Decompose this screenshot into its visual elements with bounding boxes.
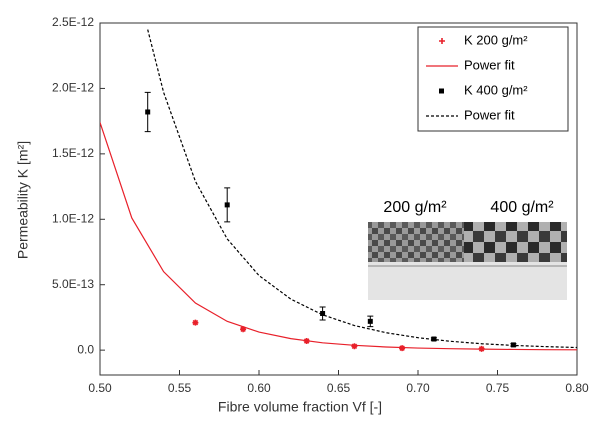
fit-line <box>147 29 577 349</box>
point <box>351 343 358 350</box>
legend-label: Power fit <box>464 57 515 72</box>
x-tick-label: 0.55 <box>168 381 192 395</box>
x-tick-label: 0.50 <box>88 381 112 395</box>
fit-line <box>100 122 577 351</box>
y-tick-label: 1.5E-12 <box>52 146 94 160</box>
x-tick-label: 0.70 <box>406 381 430 395</box>
legend-marker <box>439 88 444 94</box>
inset-photo <box>368 222 567 300</box>
point <box>367 318 373 324</box>
point <box>192 319 199 326</box>
x-axis-label: Fibre volume fraction Vf [-] <box>218 399 382 415</box>
x-tick-label: 0.80 <box>565 381 589 395</box>
point <box>145 109 151 115</box>
y-tick-label: 2.0E-12 <box>52 81 94 95</box>
y-axis-label: Permeability K [m²] <box>15 141 31 259</box>
y-tick-label: 5.0E-13 <box>52 277 94 291</box>
legend-label: Power fit <box>464 107 515 122</box>
y-tick-label: 1.0E-12 <box>52 211 94 225</box>
point <box>240 326 247 333</box>
y-tick-label: 2.5E-12 <box>52 15 94 29</box>
legend-label: K 400 g/m² <box>464 82 528 97</box>
y-tick-label: 0.0 <box>77 342 94 356</box>
plot-area <box>100 29 577 352</box>
legend-label: K 200 g/m² <box>464 32 528 47</box>
point <box>399 345 406 352</box>
point <box>224 202 230 208</box>
legend-box <box>417 26 569 132</box>
x-tick-label: 0.65 <box>327 381 351 395</box>
point <box>320 310 326 316</box>
inset-label: 200 g/m² <box>383 199 447 216</box>
x-tick-label: 0.60 <box>247 381 271 395</box>
legend-marker <box>439 38 445 44</box>
inset-label: 400 g/m² <box>490 199 554 216</box>
x-tick-label: 0.75 <box>486 381 510 395</box>
